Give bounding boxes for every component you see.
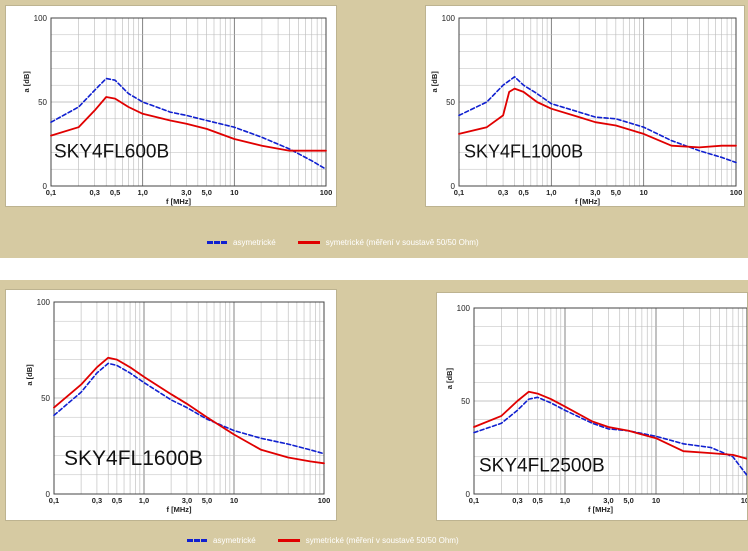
legend-swatch-blue — [207, 241, 227, 244]
chart-panel-sky4fl600b: 0 50 100 0,1 0,3 0,5 1,0 3,0 5,0 10 100 f [MHz] a [d… — [5, 5, 337, 207]
series-line-asymmetric — [53, 362, 325, 455]
x-tick-label: 0,5 — [518, 188, 528, 197]
x-tick-label: 10 — [639, 188, 647, 197]
legend-label-asymmetric: asymetrické — [213, 536, 256, 545]
chart-title: SKY4FL2500B — [479, 456, 605, 477]
x-tick-label: 0,5 — [110, 188, 120, 197]
x-tick-label: 100 — [741, 496, 747, 505]
x-tick-label: 0,3 — [498, 188, 508, 197]
chart-title: SKY4FL600B — [54, 141, 169, 162]
x-tick-label: 0,3 — [90, 188, 100, 197]
x-tick-label: 3,0 — [182, 496, 192, 505]
legend-label-symmetric: symetrické (měření v soustavě 50/50 Ohm) — [325, 238, 479, 247]
y-tick-label: 100 — [442, 14, 456, 23]
legend-swatch-red — [277, 539, 300, 542]
y-axis-label: a [dB] — [445, 368, 454, 390]
x-tick-label: 3,0 — [181, 188, 191, 197]
x-axis-label: f [MHz] — [167, 505, 192, 514]
x-tick-label: 0,1 — [49, 496, 59, 505]
y-tick-label: 50 — [446, 98, 455, 107]
x-tick-label: 5,0 — [202, 496, 212, 505]
x-tick-label: 3,0 — [603, 496, 613, 505]
x-tick-label: 1,0 — [137, 188, 147, 197]
x-tick-label: 0,1 — [469, 496, 479, 505]
series-line-symmetric — [473, 390, 747, 460]
chart-svg: 0 50 100 0,1 0,3 0,5 1,0 3,0 5,0 10 100 f [MHz] a [d… — [25, 298, 331, 514]
y-tick-label: 50 — [461, 397, 470, 406]
separator-band — [0, 258, 748, 280]
legend-item-symmetric: symetrické (měření v soustavě 50/50 Ohm) — [297, 238, 479, 247]
y-axis-label: a [dB] — [430, 71, 439, 93]
y-tick-label: 100 — [457, 304, 471, 313]
y-tick-label: 0 — [43, 182, 48, 191]
legend-label-asymmetric: asymetrické — [233, 238, 276, 247]
chart-panel-sky4fl1000b: 0 50 100 0,1 0,3 0,5 1,0 3,0 5,0 10 100 f [MHz] a [d… — [425, 5, 745, 207]
series-line-asymmetric — [50, 77, 327, 170]
x-tick-label: 1,0 — [546, 188, 556, 197]
legend-top: asymetrické symetrické (měření v soustav… — [207, 238, 501, 247]
legend-item-symmetric: symetrické (měření v soustavě 50/50 Ohm) — [277, 536, 459, 545]
y-tick-label: 100 — [37, 298, 51, 307]
plot-frame — [473, 307, 747, 495]
x-tick-label: 1,0 — [139, 496, 149, 505]
legend-swatch-blue — [187, 539, 207, 542]
y-tick-label: 0 — [466, 490, 471, 499]
x-tick-label: 5,0 — [202, 188, 212, 197]
y-tick-label: 50 — [41, 394, 50, 403]
y-axis-label: a [dB] — [25, 364, 34, 386]
chart-svg: 0 50 100 0,1 0,3 0,5 1,0 3,0 5,0 10 100 f [MHz] a [d… — [430, 14, 743, 206]
x-tick-label: 0,3 — [512, 496, 522, 505]
legend-item-asymmetric: asymetrické — [187, 536, 256, 545]
chart-panel-sky4fl2500b: 0 50 100 0,1 0,3 0,5 1,0 3,0 5,0 10 100 f [MHz] a [d… — [436, 292, 748, 521]
x-axis-label: f [MHz] — [166, 197, 191, 206]
x-tick-label: 0,3 — [92, 496, 102, 505]
x-tick-label: 0,5 — [532, 496, 542, 505]
y-tick-label: 0 — [451, 182, 456, 191]
x-tick-label: 100 — [318, 496, 331, 505]
y-axis-label: a [dB] — [22, 71, 31, 93]
x-axis-label: f [MHz] — [575, 197, 600, 206]
plot-frame — [50, 17, 327, 187]
legend-bottom: asymetrické symetrické (měření v soustav… — [187, 536, 481, 545]
y-tick-label: 100 — [34, 14, 48, 23]
x-tick-label: 5,0 — [611, 188, 621, 197]
chart-svg: 0 50 100 0,1 0,3 0,5 1,0 3,0 5,0 10 100 f [MHz] a [d… — [22, 14, 333, 206]
x-tick-label: 100 — [730, 188, 743, 197]
x-tick-label: 1,0 — [560, 496, 570, 505]
x-tick-label: 3,0 — [590, 188, 600, 197]
x-tick-label: 5,0 — [623, 496, 633, 505]
x-axis-label: f [MHz] — [588, 505, 613, 514]
chart-title: SKY4FL1600B — [64, 447, 203, 470]
x-tick-label: 0,1 — [454, 188, 464, 197]
chart-title: SKY4FL1000B — [464, 141, 583, 161]
chart-svg: 0 50 100 0,1 0,3 0,5 1,0 3,0 5,0 10 100 f [MHz] a [d… — [445, 304, 747, 514]
x-tick-label: 10 — [652, 496, 660, 505]
plot-frame — [458, 17, 737, 187]
plot-frame — [53, 301, 325, 495]
legend-item-asymmetric: asymetrické — [207, 238, 276, 247]
y-tick-label: 50 — [38, 98, 47, 107]
legend-swatch-red — [297, 241, 320, 244]
series-line-symmetric — [53, 356, 325, 465]
x-tick-label: 0,1 — [46, 188, 56, 197]
x-tick-label: 10 — [230, 496, 238, 505]
chart-panel-sky4fl1600b: 0 50 100 0,1 0,3 0,5 1,0 3,0 5,0 10 100 f [MHz] a [d… — [5, 289, 337, 521]
series-line-symmetric — [458, 87, 737, 149]
y-tick-label: 0 — [46, 490, 51, 499]
x-tick-label: 100 — [320, 188, 333, 197]
legend-label-symmetric: symetrické (měření v soustavě 50/50 Ohm) — [305, 536, 459, 545]
series-line-symmetric — [50, 96, 327, 152]
series-line-asymmetric — [473, 396, 747, 477]
x-tick-label: 0,5 — [112, 496, 122, 505]
x-tick-label: 10 — [230, 188, 238, 197]
